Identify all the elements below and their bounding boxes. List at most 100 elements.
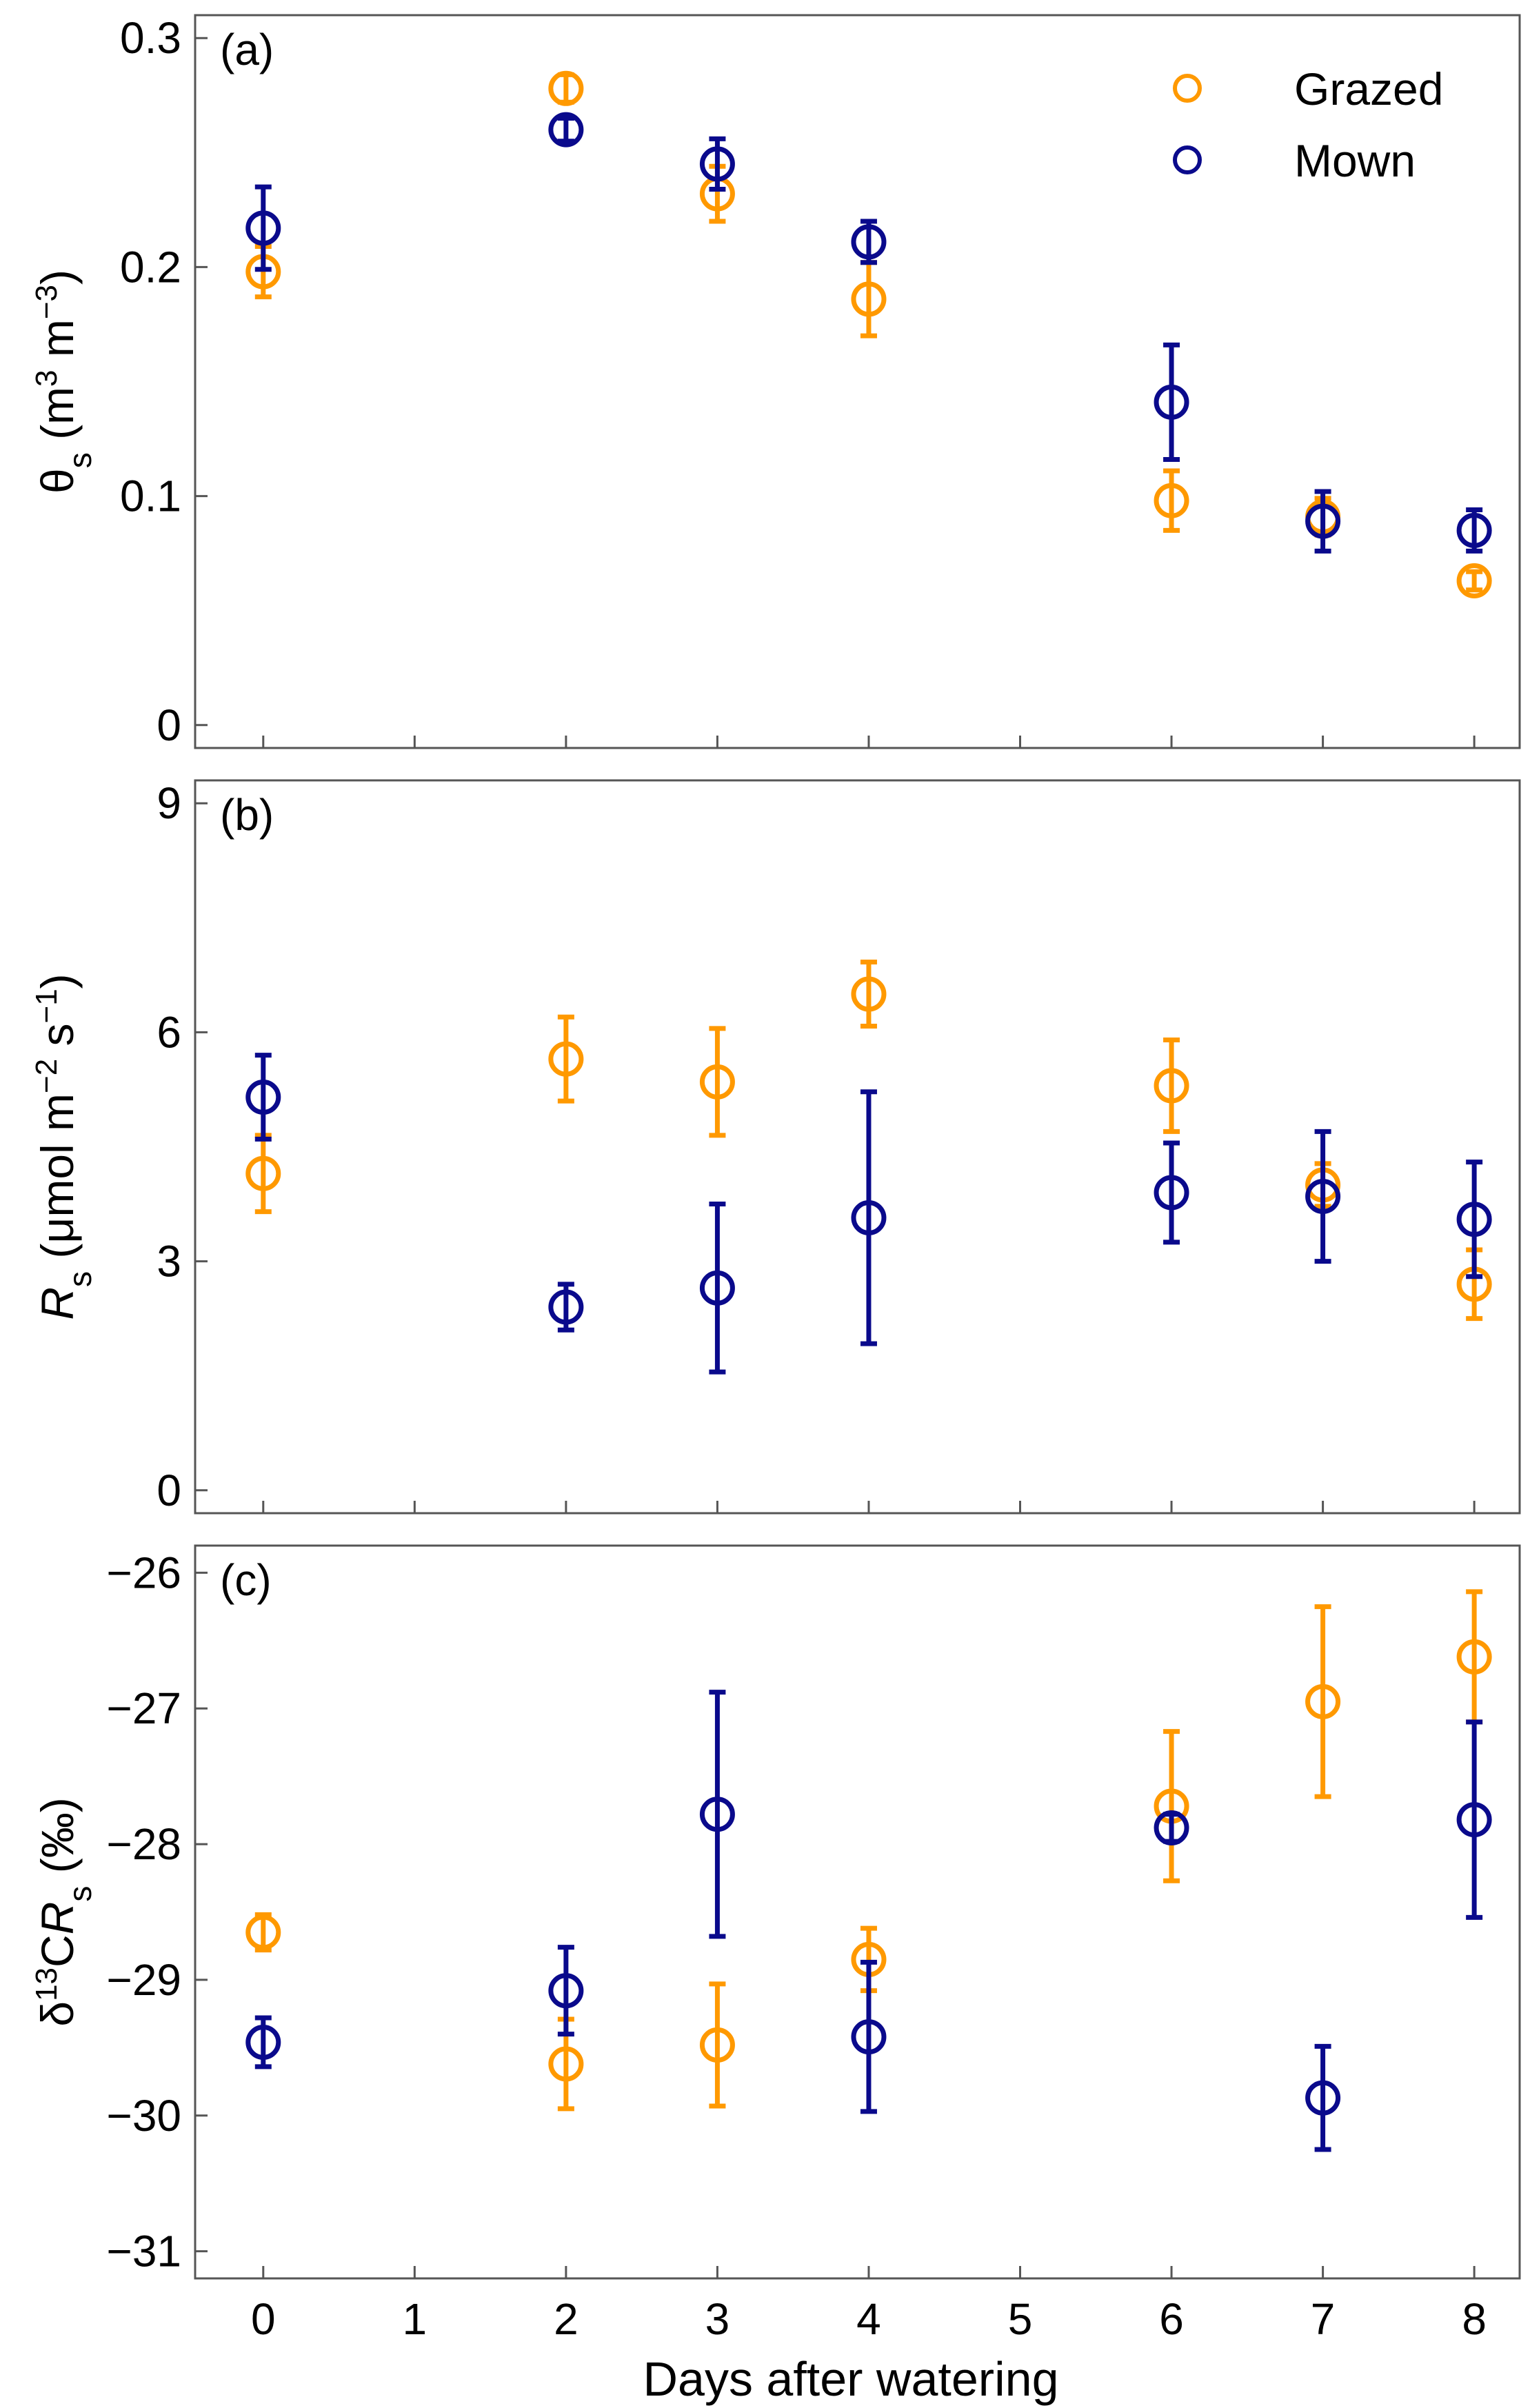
- ylabel-superscript: −1: [30, 989, 63, 1023]
- ylabel-superscript: 3: [30, 370, 63, 386]
- y-axis-label: δ13CRs (‰): [30, 1797, 99, 2026]
- x-tick-label: 8: [1462, 2294, 1487, 2344]
- data-point: [1305, 503, 1341, 539]
- data-point: [851, 2019, 887, 2055]
- series-mown: [245, 112, 1492, 554]
- x-tick-label: 1: [403, 2294, 427, 2344]
- panel-1: 0 0.1 0.2 0.3 (a) θs (m3 m−3) Grazed Mown: [30, 13, 1521, 750]
- data-point: [699, 2027, 735, 2063]
- data-point: [245, 2024, 281, 2060]
- panel-label: (c): [220, 1555, 272, 1605]
- ylabel-unit: (μmol m: [32, 1093, 83, 1271]
- series-grazed: [245, 960, 1492, 1322]
- y-tick-label: 0: [157, 1466, 181, 1515]
- ylabel-unit: ): [32, 270, 83, 285]
- plot-frame: [194, 14, 1521, 749]
- y-axis-label: Rs (μmol m−2 s−1): [30, 973, 99, 1319]
- data-point: [548, 2046, 584, 2082]
- data-point: [1456, 1202, 1492, 1237]
- legend-label: Grazed: [1294, 63, 1443, 114]
- data-point: [851, 976, 887, 1012]
- x-tick-label: 2: [554, 2294, 578, 2344]
- x-tick-label: 3: [705, 2294, 730, 2344]
- ylabel-unit: (m: [32, 387, 83, 452]
- y-tick-label: 0.1: [120, 472, 181, 521]
- data-point: [1305, 2080, 1341, 2116]
- panel-label: (b): [220, 790, 274, 840]
- ylabel-unit: (‰): [32, 1797, 83, 1885]
- ylabel-unit: m: [32, 319, 83, 370]
- x-tick-label: 7: [1311, 2294, 1336, 2344]
- data-point: [1305, 1683, 1341, 1719]
- plot-frame: [194, 1544, 1521, 2280]
- data-point: [1154, 384, 1189, 420]
- y-tick-label: 0: [157, 700, 181, 750]
- series-mown: [245, 1053, 1492, 1375]
- x-tick-label: 4: [856, 2294, 881, 2344]
- ylabel-unit: ): [32, 973, 83, 989]
- y-tick-label: −28: [106, 1819, 181, 1869]
- data-point: [245, 210, 281, 246]
- ylabel-superscript: −2: [30, 1059, 63, 1093]
- ylabel-subscript: s: [62, 1886, 98, 1902]
- ylabel-superscript: −3: [30, 285, 63, 319]
- y-tick-label: −30: [106, 2091, 181, 2141]
- legend-marker: [1173, 74, 1202, 103]
- data-point: [1456, 563, 1492, 599]
- ylabel-unit: s: [32, 1023, 83, 1058]
- data-point: [699, 1270, 735, 1306]
- ylabel-subscript: s: [62, 1271, 98, 1287]
- data-point: [548, 1289, 584, 1325]
- series-mown: [245, 1690, 1492, 2152]
- data-point: [1456, 512, 1492, 548]
- data-point: [1154, 1175, 1189, 1211]
- data-point: [1154, 483, 1189, 518]
- x-tick-label: 0: [251, 2294, 276, 2344]
- data-point: [548, 1041, 584, 1077]
- x-tick-label: 6: [1159, 2294, 1184, 2344]
- panel-3: −31 −30 −29 −28 −27 −26 (c) δ13CRs (‰): [30, 1544, 1521, 2280]
- y-tick-label: −26: [106, 1548, 181, 1597]
- data-point: [1456, 1639, 1492, 1675]
- y-tick-label: −27: [106, 1683, 181, 1733]
- data-point: [245, 1080, 281, 1115]
- data-point: [245, 1155, 281, 1191]
- data-point: [1154, 1810, 1189, 1845]
- plot-frame: [194, 779, 1521, 1515]
- y-tick-label: 0.2: [120, 242, 181, 292]
- ylabel-symbol: C: [32, 1934, 83, 1967]
- data-point: [1456, 1802, 1492, 1838]
- legend-label: Mown: [1294, 135, 1416, 186]
- data-point: [548, 1973, 584, 2009]
- data-point: [851, 1200, 887, 1235]
- data-point: [1154, 1068, 1189, 1104]
- ylabel-superscript: 13: [30, 1967, 63, 2001]
- data-point: [699, 146, 735, 182]
- y-axis-label: θs (m3 m−3): [30, 270, 99, 494]
- x-tick-label: 5: [1008, 2294, 1033, 2344]
- data-point: [851, 224, 887, 260]
- data-point: [851, 281, 887, 317]
- data-point: [699, 1797, 735, 1832]
- x-axis-label: Days after watering: [643, 2352, 1058, 2406]
- y-tick-label: 3: [157, 1237, 181, 1286]
- data-point: [548, 112, 584, 148]
- data-point: [699, 1064, 735, 1100]
- panel-label: (a): [220, 25, 274, 74]
- ylabel-symbol: θ: [32, 468, 83, 494]
- ylabel-symbol: R: [32, 1902, 83, 1935]
- y-tick-label: 6: [157, 1007, 181, 1057]
- ylabel-symbol: R: [32, 1287, 83, 1320]
- data-point: [548, 70, 584, 106]
- y-tick-label: 0.3: [120, 13, 181, 63]
- ylabel-subscript: s: [62, 452, 98, 468]
- ylabel-symbol: δ: [32, 2001, 83, 2027]
- y-tick-label: −31: [106, 2227, 181, 2276]
- y-tick-label: 9: [157, 778, 181, 828]
- y-tick-label: −29: [106, 1955, 181, 2005]
- legend-marker: [1173, 145, 1202, 174]
- data-point: [1305, 1178, 1341, 1214]
- legend: Grazed Mown: [1173, 63, 1443, 186]
